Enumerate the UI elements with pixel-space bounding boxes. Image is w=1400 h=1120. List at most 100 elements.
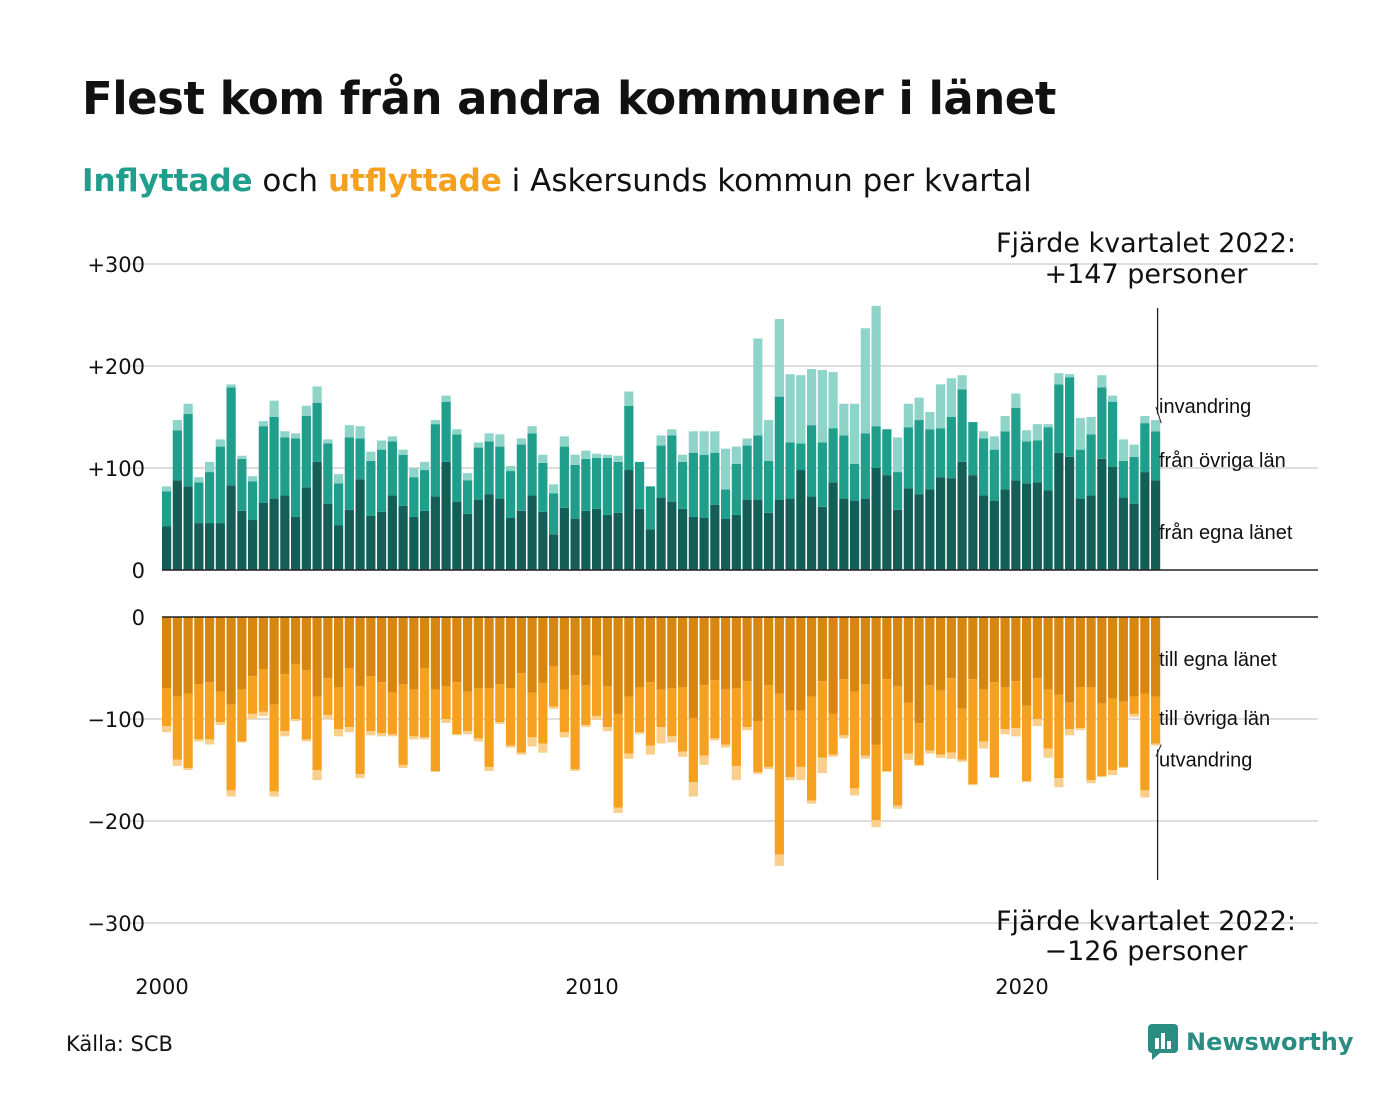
bar-outflow-0 — [774, 617, 784, 694]
bar-inflow-1 — [495, 446, 505, 499]
bar-outflow-1 — [527, 692, 537, 738]
bar-outflow-1 — [1000, 687, 1010, 730]
bar-outflow-1 — [742, 681, 752, 728]
bar-inflow-1 — [656, 445, 666, 498]
subtitle-connector: och — [252, 163, 328, 199]
bar-outflow-0 — [527, 617, 537, 693]
bar-outflow-2 — [731, 765, 741, 781]
bar-inflow-1 — [463, 480, 473, 514]
bar-outflow-0 — [903, 617, 913, 703]
bar-outflow-2 — [817, 757, 827, 774]
bar-outflow-0 — [1140, 617, 1150, 694]
bar-outflow-2 — [613, 807, 623, 813]
bar-outflow-0 — [1054, 617, 1064, 695]
bar-outflow-0 — [592, 617, 602, 656]
series-label-outflow: till övriga län — [1159, 708, 1270, 730]
bar-outflow-1 — [312, 696, 322, 770]
bar-outflow-1 — [1151, 696, 1161, 744]
bar-outflow-0 — [226, 617, 236, 705]
bar-inflow-0 — [624, 470, 634, 570]
bar-outflow-1 — [484, 688, 494, 767]
bar-inflow-2 — [172, 420, 182, 431]
bar-inflow-1 — [925, 429, 935, 490]
bar-outflow-2 — [656, 727, 666, 744]
bar-inflow-1 — [624, 405, 634, 471]
bar-outflow-0 — [678, 617, 688, 688]
series-label-outflow: till egna länet — [1159, 649, 1277, 671]
bar-outflow-0 — [688, 617, 698, 718]
bar-inflow-0 — [355, 479, 365, 570]
bar-inflow-1 — [366, 460, 376, 516]
bar-outflow-2 — [1054, 778, 1064, 788]
bar-outflow-2 — [377, 733, 387, 737]
bar-outflow-0 — [807, 617, 817, 697]
bar-inflow-2 — [559, 436, 569, 447]
bar-inflow-1 — [473, 447, 483, 500]
bar-outflow-0 — [355, 617, 365, 687]
bar-outflow-0 — [731, 617, 741, 689]
bar-inflow-0 — [430, 496, 440, 570]
bar-inflow-0 — [592, 508, 602, 570]
bar-inflow-2 — [323, 439, 333, 444]
bar-inflow-2 — [850, 403, 860, 464]
bar-inflow-1 — [721, 489, 731, 519]
bar-inflow-2 — [807, 369, 817, 426]
bar-outflow-2 — [957, 759, 967, 762]
bar-outflow-2 — [215, 722, 225, 726]
bar-outflow-1 — [1043, 689, 1053, 749]
bar-inflow-1 — [936, 428, 946, 478]
bar-outflow-1 — [570, 675, 580, 769]
bar-outflow-2 — [398, 764, 408, 768]
bar-inflow-1 — [1086, 434, 1096, 496]
bar-outflow-0 — [581, 617, 591, 686]
bar-inflow-1 — [753, 435, 763, 500]
bar-outflow-0 — [914, 617, 924, 724]
bar-inflow-0 — [226, 485, 236, 570]
bar-inflow-1 — [355, 438, 365, 480]
bar-outflow-1 — [592, 655, 602, 716]
bar-inflow-0 — [957, 461, 967, 570]
bar-inflow-0 — [871, 468, 881, 570]
bar-inflow-2 — [1118, 439, 1128, 461]
bar-outflow-0 — [871, 617, 881, 745]
bar-inflow-0 — [1022, 483, 1032, 570]
bar-inflow-1 — [613, 461, 623, 513]
bar-outflow-1 — [205, 682, 215, 740]
bar-inflow-0 — [398, 505, 408, 570]
bar-inflow-0 — [989, 500, 999, 570]
bar-outflow-2 — [495, 722, 505, 725]
bar-outflow-1 — [280, 674, 290, 732]
x-tick-label: 2010 — [565, 975, 618, 999]
bar-outflow-0 — [463, 617, 473, 692]
bar-inflow-2 — [334, 474, 344, 484]
bar-inflow-2 — [957, 375, 967, 390]
source-note: Källa: SCB — [66, 1032, 173, 1056]
bar-outflow-0 — [635, 617, 645, 688]
bar-inflow-2 — [301, 405, 311, 416]
bar-outflow-1 — [291, 663, 301, 719]
bar-outflow-0 — [925, 617, 935, 686]
bar-inflow-2 — [495, 434, 505, 447]
bar-outflow-0 — [506, 617, 516, 689]
bar-outflow-0 — [280, 617, 290, 675]
series-label-inflow: invandring — [1159, 396, 1251, 418]
bar-inflow-0 — [602, 514, 612, 570]
bar-inflow-1 — [430, 424, 440, 497]
bar-outflow-1 — [323, 678, 333, 715]
bar-inflow-0 — [495, 498, 505, 570]
bar-inflow-1 — [1043, 427, 1053, 491]
bar-inflow-0 — [731, 514, 741, 570]
bar-inflow-1 — [688, 452, 698, 517]
bar-inflow-1 — [667, 435, 677, 502]
bar-inflow-1 — [882, 429, 892, 476]
bar-inflow-2 — [258, 421, 268, 427]
bar-outflow-0 — [538, 617, 548, 684]
bar-inflow-2 — [817, 370, 827, 443]
bar-outflow-0 — [162, 617, 172, 689]
bar-inflow-0 — [710, 504, 720, 570]
bar-outflow-0 — [613, 617, 623, 714]
bar-inflow-0 — [828, 482, 838, 570]
bar-outflow-2 — [538, 743, 548, 753]
bar-inflow-0 — [301, 487, 311, 570]
